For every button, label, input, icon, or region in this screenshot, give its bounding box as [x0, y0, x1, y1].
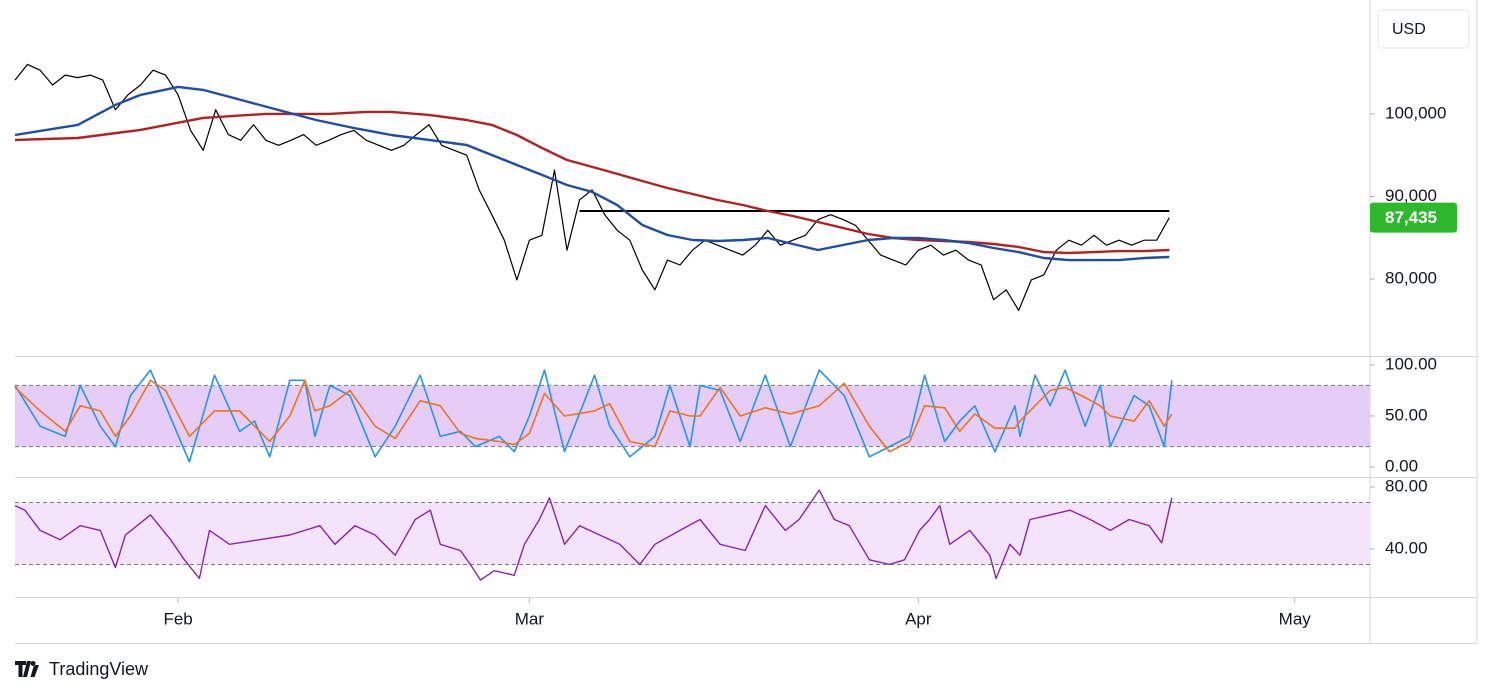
y-tick-label: 100,000 [1385, 103, 1446, 122]
last-price-label: 87,435 [1385, 208, 1437, 227]
series-line [14, 63, 1170, 311]
series-line [14, 110, 1170, 255]
series-line [14, 489, 1173, 581]
x-tick-label: Apr [905, 609, 932, 628]
y-tick-label: 40.00 [1385, 538, 1428, 557]
y-tick-label: 80.00 [1385, 476, 1428, 495]
currency: USD [1392, 21, 1426, 38]
y-tick-label: 80,000 [1385, 269, 1437, 288]
brand-name: TradingView [49, 659, 149, 679]
x-tick-label: May [1279, 609, 1312, 628]
y-tick-label: 90,000 [1385, 186, 1437, 205]
x-tick-label: Mar [515, 609, 545, 628]
series-line [14, 85, 1170, 262]
brand-logo [15, 661, 39, 677]
y-tick-label: 100.00 [1385, 354, 1437, 373]
y-tick-label: 0.00 [1385, 456, 1418, 475]
series-line [14, 369, 1173, 463]
y-tick-label: 50.00 [1385, 405, 1428, 424]
last-price-box [1370, 202, 1457, 233]
series-line [14, 379, 1173, 453]
x-tick-label: Feb [163, 609, 192, 628]
currency-box[interactable] [1377, 9, 1470, 49]
band [15, 502, 1370, 565]
